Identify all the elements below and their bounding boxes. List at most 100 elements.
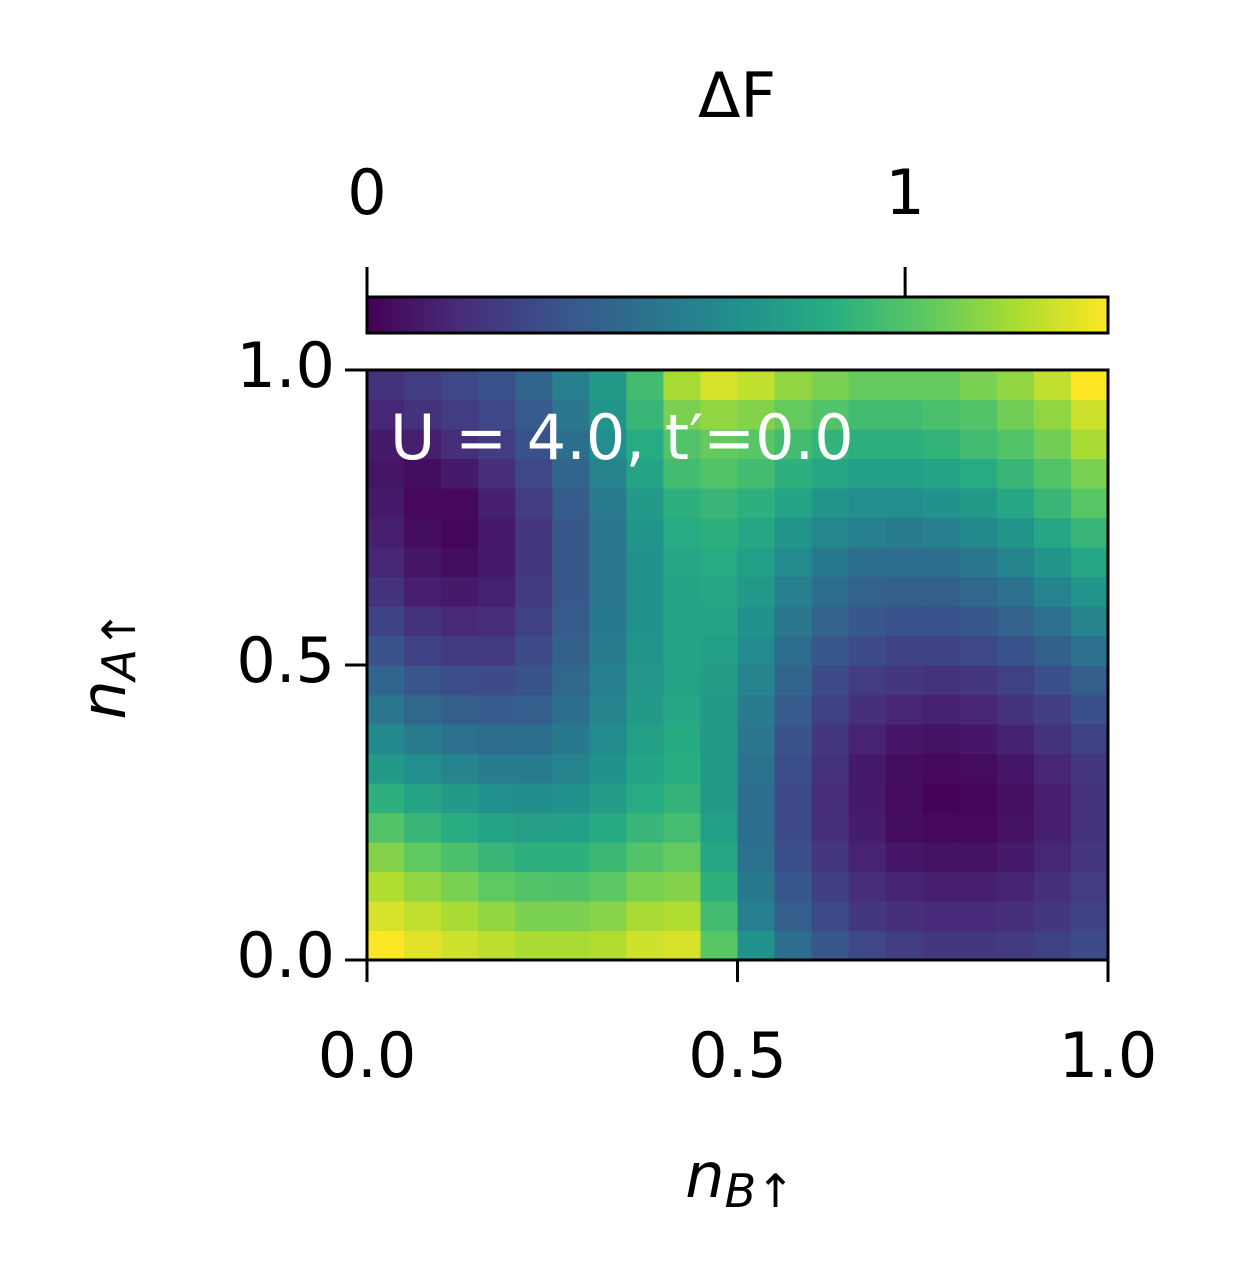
heatmap-cell bbox=[478, 753, 516, 784]
heatmap-cell bbox=[367, 606, 405, 637]
heatmap-cell bbox=[811, 399, 850, 430]
heatmap-cell bbox=[700, 694, 739, 725]
heatmap-cell bbox=[885, 842, 924, 873]
heatmap-cell bbox=[1070, 842, 1109, 873]
heatmap-cell bbox=[922, 399, 961, 430]
heatmap-cell bbox=[922, 930, 961, 961]
heatmap-cell bbox=[404, 576, 442, 607]
heatmap-cell bbox=[367, 458, 405, 489]
heatmap-cell bbox=[700, 458, 739, 489]
heatmap-cell bbox=[811, 842, 850, 873]
heatmap-cell bbox=[959, 665, 998, 696]
heatmap-cell bbox=[515, 665, 553, 696]
heatmap-cell bbox=[515, 488, 553, 519]
heatmap-cell bbox=[1070, 458, 1109, 489]
heatmap-cell bbox=[700, 517, 739, 548]
heatmap-cell bbox=[663, 724, 702, 755]
heatmap-cell bbox=[404, 753, 442, 784]
heatmap-cell bbox=[848, 370, 887, 401]
heatmap-cell bbox=[774, 812, 813, 843]
heatmap-cell bbox=[811, 930, 850, 961]
heatmap-cell bbox=[737, 930, 776, 961]
heatmap-cell bbox=[1070, 783, 1109, 814]
heatmap-cell bbox=[552, 370, 590, 401]
heatmap-cell bbox=[552, 694, 590, 725]
heatmap-cell bbox=[663, 812, 702, 843]
heatmap-cell bbox=[589, 753, 627, 784]
heatmap-cell bbox=[959, 370, 998, 401]
x-label-sub: B↑ bbox=[725, 1164, 795, 1218]
heatmap-cell bbox=[848, 783, 887, 814]
heatmap-cell bbox=[441, 635, 479, 666]
heatmap-cell bbox=[478, 665, 516, 696]
heatmap-cell bbox=[552, 783, 590, 814]
heatmap-cell bbox=[441, 724, 479, 755]
heatmap-cell bbox=[996, 547, 1035, 578]
heatmap-cell bbox=[589, 783, 627, 814]
heatmap-cell bbox=[663, 399, 702, 430]
heatmap-cell bbox=[441, 606, 479, 637]
heatmap-cell bbox=[737, 635, 776, 666]
heatmap-cell bbox=[404, 429, 442, 460]
heatmap-cell bbox=[515, 842, 553, 873]
heatmap-cell bbox=[478, 547, 516, 578]
heatmap-cell bbox=[1033, 871, 1072, 902]
heatmap-cell bbox=[441, 547, 479, 578]
heatmap-cell bbox=[1070, 488, 1109, 519]
heatmap-cell bbox=[774, 753, 813, 784]
heatmap-cell bbox=[774, 458, 813, 489]
heatmap-cell bbox=[626, 517, 664, 548]
heatmap-cell bbox=[774, 370, 813, 401]
heatmap-cell bbox=[404, 399, 442, 430]
heatmap-cell bbox=[737, 547, 776, 578]
heatmap-cell bbox=[996, 724, 1035, 755]
heatmap-cell bbox=[1033, 753, 1072, 784]
heatmap-cell bbox=[1070, 694, 1109, 725]
heatmap-cell bbox=[515, 576, 553, 607]
heatmap-cell bbox=[811, 871, 850, 902]
heatmap-cell bbox=[404, 458, 442, 489]
heatmap-cell bbox=[626, 812, 664, 843]
heatmap-cell bbox=[478, 370, 516, 401]
heatmap-cell bbox=[589, 576, 627, 607]
heatmap-cell bbox=[737, 812, 776, 843]
heatmap-cell bbox=[700, 576, 739, 607]
heatmap-cell bbox=[626, 576, 664, 607]
heatmap-cell bbox=[922, 901, 961, 932]
heatmap-cell bbox=[404, 783, 442, 814]
heatmap-cell bbox=[811, 665, 850, 696]
heatmap-cell bbox=[848, 753, 887, 784]
heatmap-cell bbox=[811, 370, 850, 401]
heatmap-cell bbox=[552, 901, 590, 932]
heatmap-cell bbox=[589, 517, 627, 548]
heatmap-cell bbox=[478, 783, 516, 814]
heatmap-cell bbox=[885, 812, 924, 843]
heatmap-cell bbox=[700, 724, 739, 755]
heatmap-cell bbox=[589, 606, 627, 637]
heatmap-cell bbox=[922, 488, 961, 519]
heatmap-cell bbox=[922, 812, 961, 843]
heatmap-cell bbox=[478, 694, 516, 725]
heatmap-cell bbox=[589, 370, 627, 401]
heatmap-cell bbox=[848, 399, 887, 430]
heatmap-cells bbox=[367, 370, 1109, 961]
heatmap-cell bbox=[996, 458, 1035, 489]
heatmap-cell bbox=[367, 517, 405, 548]
heatmap-cell bbox=[367, 812, 405, 843]
heatmap-cell bbox=[700, 547, 739, 578]
colorbar-title: ΔF bbox=[698, 59, 776, 132]
heatmap-cell bbox=[1070, 399, 1109, 430]
heatmap-cell bbox=[700, 488, 739, 519]
heatmap-cell bbox=[1070, 724, 1109, 755]
heatmap-cell bbox=[737, 753, 776, 784]
heatmap-cell bbox=[441, 871, 479, 902]
heatmap-cell bbox=[1033, 930, 1072, 961]
heatmap-cell bbox=[848, 871, 887, 902]
heatmap-cell bbox=[959, 576, 998, 607]
heatmap-cell bbox=[663, 753, 702, 784]
heatmap-cell bbox=[663, 458, 702, 489]
heatmap-cell bbox=[774, 665, 813, 696]
heatmap-cell bbox=[1033, 842, 1072, 873]
heatmap-cell bbox=[626, 488, 664, 519]
heatmap-cell bbox=[367, 370, 405, 401]
